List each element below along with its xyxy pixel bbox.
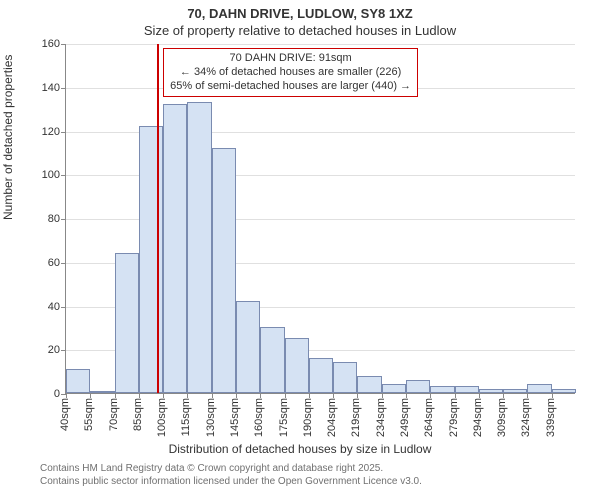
histogram-bar	[212, 148, 236, 393]
x-tick-label: 204sqm	[326, 398, 338, 437]
x-tick-label: 160sqm	[253, 398, 265, 437]
plot-area: 70 DAHN DRIVE: 91sqm← 34% of detached ho…	[65, 44, 575, 394]
x-tick-label: 175sqm	[278, 398, 290, 437]
footer-line-2: Contains public sector information licen…	[40, 475, 590, 488]
y-tick-label: 100	[30, 169, 60, 181]
y-tick-mark	[61, 132, 66, 133]
x-tick-label: 279sqm	[448, 398, 460, 437]
histogram-bar	[115, 253, 139, 393]
y-tick-label: 0	[30, 388, 60, 400]
x-tick-label: 219sqm	[350, 398, 362, 437]
x-tick-label: 339sqm	[545, 398, 557, 437]
x-tick-label: 294sqm	[472, 398, 484, 437]
x-tick-label: 190sqm	[302, 398, 314, 437]
histogram-bar	[187, 102, 211, 393]
histogram-bar	[503, 389, 527, 393]
y-tick-label: 140	[30, 82, 60, 94]
x-tick-label: 100sqm	[156, 398, 168, 437]
x-tick-label: 130sqm	[205, 398, 217, 437]
footer-line-1: Contains HM Land Registry data © Crown c…	[40, 462, 590, 475]
histogram-bar	[455, 386, 479, 393]
callout-box: 70 DAHN DRIVE: 91sqm← 34% of detached ho…	[163, 48, 418, 97]
histogram-bar	[285, 338, 309, 393]
callout-line: ← 34% of detached houses are smaller (22…	[170, 66, 411, 80]
histogram-bar	[527, 384, 551, 393]
histogram-bar	[479, 389, 503, 393]
chart-title: 70, DAHN DRIVE, LUDLOW, SY8 1XZ	[0, 0, 600, 21]
x-tick-label: 309sqm	[496, 398, 508, 437]
histogram-bar	[430, 386, 454, 393]
chart-container: 70, DAHN DRIVE, LUDLOW, SY8 1XZ Size of …	[0, 0, 600, 500]
x-tick-label: 249sqm	[399, 398, 411, 437]
x-tick-label: 145sqm	[229, 398, 241, 437]
histogram-bar	[309, 358, 333, 393]
y-tick-mark	[61, 263, 66, 264]
histogram-bar	[139, 126, 163, 393]
histogram-bar	[406, 380, 430, 393]
y-tick-label: 20	[30, 344, 60, 356]
y-tick-mark	[61, 88, 66, 89]
x-tick-label: 85sqm	[132, 398, 144, 431]
histogram-bar	[333, 362, 357, 393]
histogram-bar	[552, 389, 576, 393]
callout-line: 65% of semi-detached houses are larger (…	[170, 80, 411, 94]
y-tick-mark	[61, 219, 66, 220]
reference-line	[157, 44, 159, 393]
histogram-bar	[163, 104, 187, 393]
chart-subtitle: Size of property relative to detached ho…	[0, 21, 600, 38]
histogram-bar	[90, 391, 114, 393]
gridline	[66, 44, 575, 45]
x-tick-label: 234sqm	[375, 398, 387, 437]
x-tick-label: 70sqm	[108, 398, 120, 431]
y-tick-mark	[61, 350, 66, 351]
y-tick-label: 60	[30, 257, 60, 269]
x-tick-label: 115sqm	[180, 398, 192, 436]
callout-line: 70 DAHN DRIVE: 91sqm	[170, 52, 411, 66]
histogram-bar	[382, 384, 406, 393]
histogram-bar	[357, 376, 381, 394]
x-tick-label: 324sqm	[520, 398, 532, 437]
y-tick-label: 40	[30, 301, 60, 313]
y-tick-mark	[61, 44, 66, 45]
y-tick-label: 160	[30, 38, 60, 50]
footer-attribution: Contains HM Land Registry data © Crown c…	[40, 462, 590, 488]
x-tick-label: 264sqm	[423, 398, 435, 437]
y-tick-mark	[61, 175, 66, 176]
histogram-bar	[236, 301, 260, 393]
x-axis-label: Distribution of detached houses by size …	[0, 442, 600, 456]
y-axis-label: Number of detached properties	[1, 55, 15, 220]
y-tick-mark	[61, 307, 66, 308]
x-tick-label: 55sqm	[83, 398, 95, 431]
y-tick-label: 80	[30, 213, 60, 225]
histogram-bar	[260, 327, 284, 393]
histogram-bar	[66, 369, 90, 393]
y-tick-label: 120	[30, 126, 60, 138]
x-tick-label: 40sqm	[59, 398, 71, 431]
